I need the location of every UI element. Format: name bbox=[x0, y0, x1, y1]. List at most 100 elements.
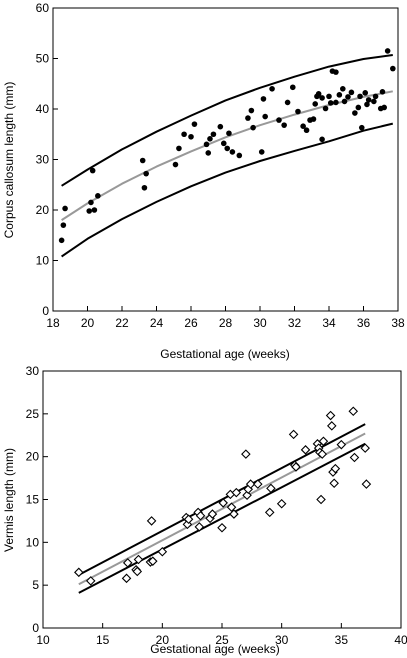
data-point bbox=[390, 65, 396, 72]
vermis-chart: 0 5 10 15 20 25 30 10 15 20 25 30 35 40 Gestational … bbox=[2, 364, 407, 656]
data-point bbox=[360, 443, 370, 453]
data-point bbox=[312, 101, 319, 107]
data-point bbox=[262, 113, 268, 120]
x-tick-label: 25 bbox=[215, 633, 229, 647]
x-tick-label: 34 bbox=[322, 316, 336, 330]
y-tick-label: 15 bbox=[26, 493, 40, 507]
data-point bbox=[317, 449, 328, 459]
data-point bbox=[364, 101, 370, 108]
data-point bbox=[327, 100, 334, 106]
data-point bbox=[157, 546, 168, 557]
data-point bbox=[207, 509, 218, 519]
data-point bbox=[336, 439, 347, 450]
data-point bbox=[295, 108, 301, 115]
data-point bbox=[341, 98, 348, 105]
x-tick-label: 15 bbox=[96, 633, 110, 647]
data-point bbox=[371, 98, 377, 105]
data-point bbox=[372, 93, 379, 100]
lower-curve bbox=[61, 122, 394, 258]
data-point bbox=[276, 117, 282, 123]
x-tick-label: 18 bbox=[46, 316, 60, 330]
lower-curve bbox=[78, 442, 366, 594]
data-point bbox=[365, 97, 372, 103]
y-tick-label: 0 bbox=[32, 621, 39, 635]
data-point bbox=[253, 479, 263, 489]
data-point bbox=[191, 121, 198, 127]
data-point bbox=[236, 152, 243, 159]
data-point bbox=[348, 406, 359, 417]
data-point bbox=[218, 498, 228, 508]
data-point bbox=[260, 96, 267, 102]
data-point bbox=[205, 150, 212, 156]
data-point bbox=[248, 107, 255, 114]
data-point bbox=[143, 170, 149, 177]
data-point bbox=[176, 145, 182, 152]
data-point bbox=[276, 499, 287, 509]
data-point bbox=[336, 92, 343, 98]
data-point bbox=[325, 410, 336, 421]
upper-curve bbox=[61, 54, 393, 187]
data-point bbox=[132, 566, 143, 577]
data-point bbox=[207, 135, 213, 142]
data-point bbox=[330, 463, 341, 474]
y-tick-label: 50 bbox=[36, 52, 50, 66]
x-tick-label: 26 bbox=[184, 316, 198, 330]
data-point bbox=[352, 110, 358, 116]
data-point bbox=[326, 93, 332, 100]
x-axis: 18 20 22 24 26 28 30 32 34 36 38 bbox=[46, 306, 405, 330]
data-point bbox=[349, 452, 360, 463]
data-point bbox=[88, 199, 94, 206]
data-point bbox=[303, 127, 310, 134]
data-point bbox=[381, 104, 388, 111]
y-tick-label: 30 bbox=[36, 153, 50, 167]
x-tick-label: 38 bbox=[391, 316, 405, 330]
data-point bbox=[74, 567, 84, 578]
data-point bbox=[139, 157, 146, 164]
data-point bbox=[121, 573, 132, 584]
x-tick-label: 32 bbox=[288, 316, 302, 330]
y-tick-label: 20 bbox=[36, 203, 50, 217]
data-point bbox=[95, 193, 101, 199]
data-point bbox=[85, 576, 96, 586]
data-point bbox=[358, 124, 365, 131]
mean-curve bbox=[78, 432, 366, 586]
data-point bbox=[361, 479, 372, 489]
data-point bbox=[220, 140, 227, 147]
x-axis: 10 15 20 25 30 35 40 bbox=[36, 623, 407, 647]
data-point bbox=[384, 48, 391, 54]
x-tick-label: 22 bbox=[115, 316, 129, 330]
data-point bbox=[133, 554, 144, 565]
data-point bbox=[226, 130, 232, 137]
data-point bbox=[229, 509, 239, 519]
y-tick-label: 30 bbox=[26, 364, 40, 378]
data-point bbox=[357, 93, 363, 100]
data-point bbox=[91, 207, 98, 213]
data-point bbox=[300, 123, 306, 129]
data-point bbox=[241, 449, 251, 459]
y-tick-label: 10 bbox=[36, 254, 50, 268]
data-point bbox=[242, 490, 252, 500]
data-points bbox=[74, 406, 372, 586]
data-point bbox=[194, 522, 205, 532]
data-point bbox=[340, 86, 346, 92]
data-point bbox=[148, 556, 158, 566]
data-point bbox=[264, 507, 275, 518]
x-tick-label: 30 bbox=[253, 316, 267, 330]
data-point bbox=[58, 237, 65, 244]
data-point bbox=[327, 421, 337, 431]
data-point bbox=[217, 522, 227, 533]
y-axis-label: Vermis length (mm) bbox=[2, 448, 16, 552]
corpus-callosum-chart: 0 10 20 30 40 50 60 18 20 22 24 26 28 30 32 34 36 38 Ges… bbox=[2, 1, 405, 361]
data-point bbox=[181, 131, 187, 138]
y-axis-label: Corpus callosum length (mm) bbox=[2, 82, 16, 239]
x-tick-label: 36 bbox=[357, 316, 371, 330]
data-points bbox=[58, 48, 396, 244]
y-tick-label: 5 bbox=[32, 578, 39, 592]
data-point bbox=[195, 510, 206, 521]
data-point bbox=[266, 483, 276, 494]
x-tick-label: 35 bbox=[335, 633, 349, 647]
data-point bbox=[333, 69, 339, 75]
data-point bbox=[224, 145, 231, 152]
data-point bbox=[146, 516, 157, 526]
